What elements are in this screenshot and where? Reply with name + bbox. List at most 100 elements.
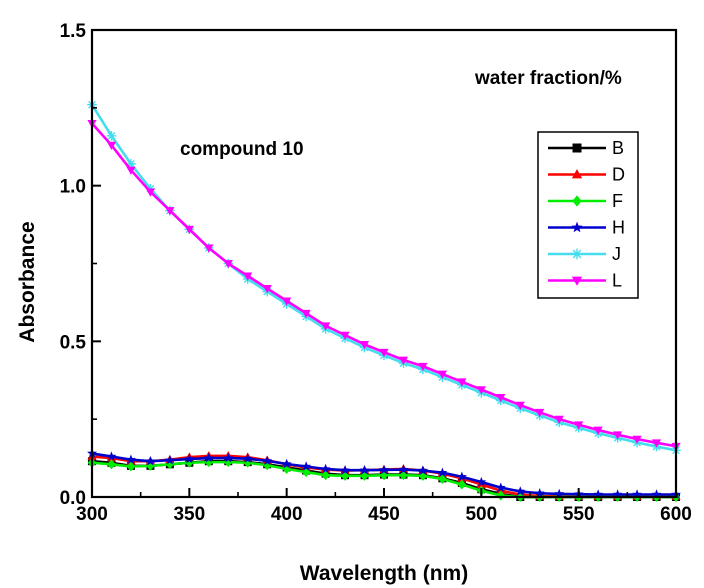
point-L-310 [106,141,117,150]
point-F-340 [165,459,175,470]
point-H-350 [184,453,195,464]
point-H-360 [203,452,214,463]
point-L-430 [340,331,350,340]
x-tick-label-300: 300 [76,504,108,525]
point-L-370 [223,260,233,269]
point-F-420 [321,470,330,481]
point-L-460 [398,356,409,365]
point-H-560 [593,489,604,499]
point-L-510 [496,393,506,403]
x-tick-label-500: 500 [465,504,497,525]
point-H-380 [242,453,253,463]
point-L-340 [165,207,175,216]
point-H-570 [612,489,623,499]
legend-entry-F: F [548,191,623,211]
point-F-490 [457,479,467,490]
point-H-590 [651,489,662,499]
legend-marker-L [571,276,583,286]
point-F-320 [126,461,136,472]
y-axis: 0.0 0.5 1.0 1.5 [60,21,101,509]
point-H-470 [417,465,428,475]
series-F [87,457,681,502]
point-H-460 [398,464,409,474]
legend-marker-F [572,195,582,207]
point-L-390 [262,285,272,294]
y-tick-label-0.5: 0.5 [60,332,87,353]
point-L-410 [301,309,311,319]
legend-label-J: J [612,244,621,264]
point-H-430 [340,465,351,475]
point-L-520 [515,401,525,410]
point-H-390 [262,455,273,466]
point-H-500 [476,476,487,487]
point-F-370 [224,457,233,468]
x-tick-label-600: 600 [660,504,692,525]
point-L-580 [632,435,642,444]
point-H-480 [437,467,448,477]
x-axis: 300 350 400 450 500 550 600 [76,488,692,525]
point-F-310 [107,459,116,470]
point-L-350 [184,225,194,235]
point-L-380 [243,272,253,281]
point-L-330 [145,188,155,197]
point-H-520 [515,486,526,496]
point-H-580 [632,489,643,499]
point-L-490 [457,378,467,387]
point-F-480 [438,473,447,484]
legend-entry-L: L [548,271,622,291]
legend-marker-J [571,248,583,260]
point-H-370 [223,452,234,463]
point-J-310 [106,131,117,141]
point-H-320 [125,454,136,464]
legend-label-H: H [612,218,625,238]
point-D-510 [496,485,506,495]
point-H-540 [554,488,565,499]
point-H-450 [379,464,389,475]
point-F-380 [243,457,252,468]
point-H-340 [164,455,175,465]
point-H-420 [320,463,331,474]
point-H-330 [145,456,156,466]
point-H-410 [301,461,312,471]
compound-annotation: compound 10 [180,139,304,160]
point-H-400 [281,458,292,469]
point-H-530 [534,488,545,498]
legend-label-B: B [612,138,624,158]
point-L-550 [574,421,584,430]
legend-marker-H [571,221,583,233]
point-L-360 [204,244,214,253]
point-L-420 [321,322,331,331]
legend-entry-B: B [548,138,624,158]
y-axis-title: Absorbance [16,221,39,342]
y-tick-label-1.5: 1.5 [60,21,87,42]
legend-title-annotation: water fraction/% [474,68,622,89]
x-tick-label-400: 400 [271,504,303,525]
point-H-310 [106,451,117,461]
legend-entry-H: H [548,218,625,238]
point-L-400 [282,297,292,306]
point-L-590 [651,439,662,448]
x-axis-title: Wavelength (nm) [300,562,468,585]
legend-entry-J: J [548,244,621,264]
point-L-470 [418,362,428,372]
x-tick-label-550: 550 [563,504,595,525]
point-L-530 [535,408,545,418]
x-tick-label-350: 350 [173,504,205,525]
series-L [87,120,681,452]
point-L-480 [437,370,447,379]
y-tick-label-1.0: 1.0 [60,177,86,198]
point-L-540 [554,415,564,424]
legend-box [537,131,639,299]
point-J-320 [126,159,136,169]
point-L-450 [379,348,389,358]
point-L-320 [126,166,136,175]
point-L-570 [613,431,623,440]
legend-marker-B [572,143,582,153]
point-H-490 [456,471,467,481]
legend-label-D: D [612,165,625,185]
point-H-510 [495,482,506,492]
point-L-500 [476,386,486,395]
legend-label-L: L [612,271,622,291]
